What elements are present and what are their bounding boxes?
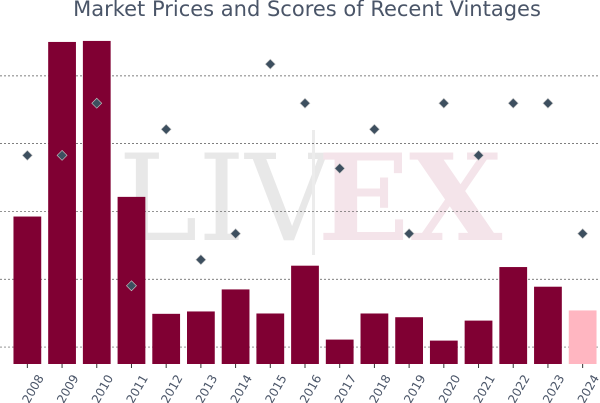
- x-tick-label-2016: 2016: [297, 372, 324, 403]
- bar-2014: [221, 289, 250, 364]
- score-point-2017: [334, 162, 346, 174]
- bar-2020: [429, 340, 458, 364]
- score-point-2008: [21, 149, 33, 161]
- bar-2023: [534, 286, 562, 364]
- score-point-2019: [403, 228, 415, 240]
- bar-2024: [568, 310, 597, 364]
- x-tick-label-2015: 2015: [262, 372, 289, 403]
- x-tick-label-2012: 2012: [158, 372, 185, 403]
- bar-2013: [187, 311, 215, 364]
- x-tick-label-2022: 2022: [505, 372, 532, 403]
- bar-2017: [325, 339, 354, 364]
- score-point-2018: [368, 123, 380, 135]
- x-tick-label-2013: 2013: [193, 372, 220, 403]
- x-tick-label-2008: 2008: [19, 372, 46, 403]
- bars: [13, 40, 597, 365]
- x-tick-label-2011: 2011: [124, 372, 151, 403]
- x-tick-label-2023: 2023: [540, 372, 567, 403]
- x-tick-label-2017: 2017: [332, 372, 359, 403]
- bar-2008: [13, 216, 42, 364]
- points: [21, 58, 589, 292]
- watermark-left: LIV: [118, 130, 334, 269]
- watermark: LIV EX: [118, 128, 502, 269]
- x-tick-labels: 2008 2009 2010 2011 2012 2013 2014 2015 2016 2017…: [19, 364, 600, 403]
- score-point-2014: [230, 228, 242, 240]
- x-tick-label-2020: 2020: [436, 372, 463, 403]
- watermark-right: EX: [318, 128, 503, 269]
- bar-2012: [152, 313, 181, 364]
- bar-2015: [256, 313, 285, 364]
- bar-2021: [464, 320, 493, 364]
- score-point-2021: [473, 149, 484, 161]
- x-tick-label-2021: 2021: [471, 372, 498, 403]
- bar-2019: [395, 317, 423, 364]
- chart-title: Market Prices and Scores of Recent Vinta…: [73, 0, 541, 21]
- bar-2022: [499, 267, 528, 364]
- score-point-2015: [264, 58, 276, 70]
- watermark-divider: [312, 130, 315, 255]
- score-point-2010: [91, 97, 103, 109]
- bar-2009: [48, 41, 76, 364]
- bar-2010: [82, 40, 111, 365]
- x-tick-label-2024: 2024: [575, 372, 600, 403]
- score-point-2020: [438, 97, 450, 109]
- x-tick-label-2014: 2014: [228, 372, 255, 403]
- bar-2016: [291, 265, 319, 364]
- score-point-2011: [126, 280, 137, 292]
- x-tick-label-2010: 2010: [89, 372, 116, 403]
- x-tick-label-2018: 2018: [366, 372, 393, 403]
- score-point-2022: [507, 97, 519, 109]
- score-point-2009: [56, 149, 68, 161]
- score-point-2023: [542, 97, 554, 109]
- score-point-2013: [195, 254, 207, 266]
- bar-2018: [360, 313, 389, 364]
- score-point-2024: [577, 228, 589, 240]
- score-point-2016: [299, 97, 311, 109]
- x-tick-label-2019: 2019: [401, 372, 428, 403]
- x-tick-label-2009: 2009: [54, 372, 81, 403]
- score-point-2012: [160, 123, 172, 135]
